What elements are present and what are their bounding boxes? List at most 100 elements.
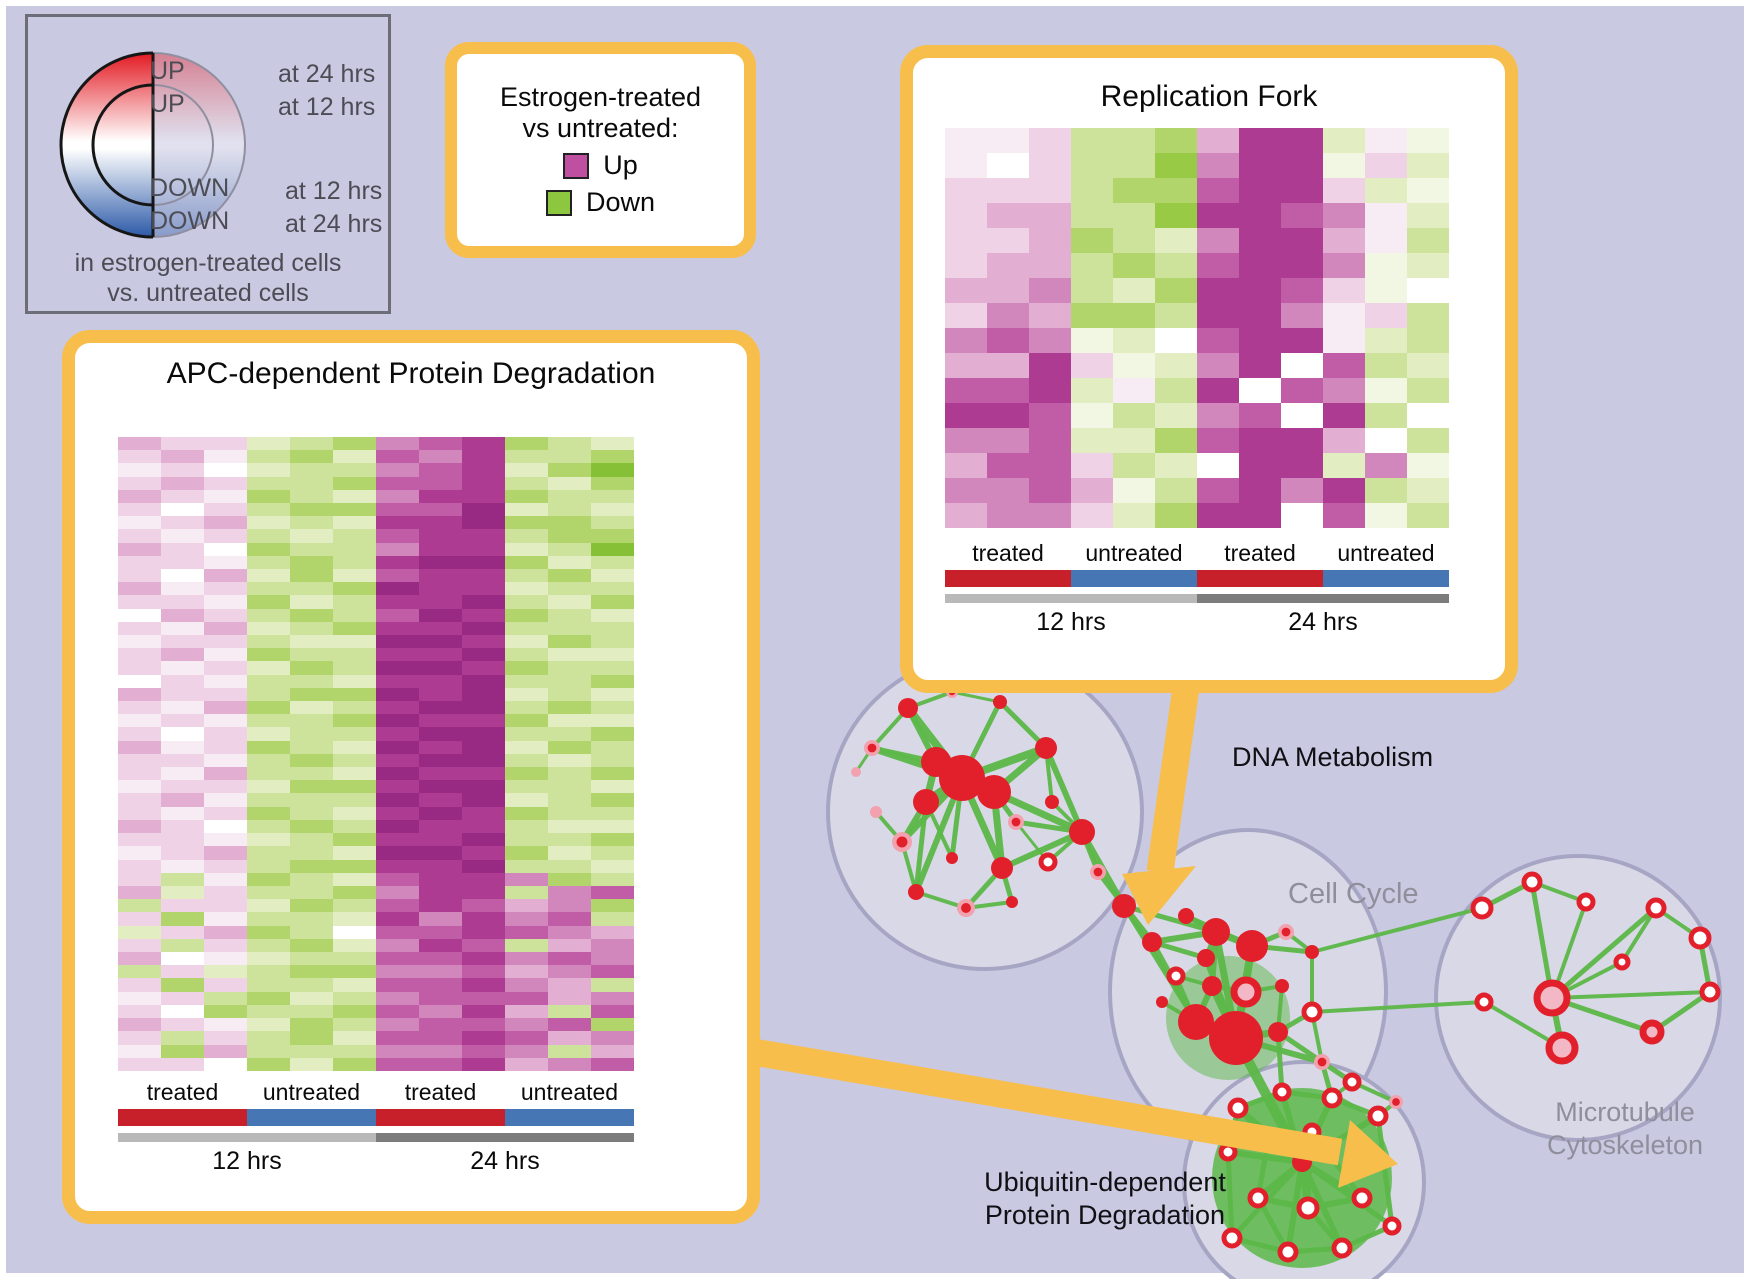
heatmap-cell (591, 687, 634, 702)
replication-fork-heatmap (945, 128, 1449, 528)
heatmap-cell (333, 635, 376, 649)
heatmap-cell (290, 938, 333, 953)
heatmap-cell (247, 806, 290, 820)
heatmap-cell (161, 582, 204, 596)
network-node (1321, 1087, 1343, 1109)
time-label: 24 hrs (470, 1147, 540, 1175)
heatmap-cell (987, 178, 1029, 203)
network-node (1112, 894, 1136, 918)
heatmap-cell (945, 303, 987, 328)
heatmap-cell (1281, 253, 1323, 278)
network-node (1277, 1241, 1299, 1263)
heatmap-cell (1239, 253, 1281, 278)
heatmap-cell (419, 503, 462, 517)
heatmap-cell (118, 714, 161, 728)
heatmap-cell (505, 740, 548, 754)
heatmap-cell (161, 489, 204, 504)
apc-time-labels: 12 hrs 24 hrs (118, 1147, 634, 1176)
heatmap-cell (945, 128, 987, 153)
heatmap-cell (1029, 378, 1071, 403)
heatmap-cell (333, 806, 376, 820)
heatmap-cell (333, 846, 376, 860)
heatmap-cell (333, 714, 376, 728)
heatmap-cell (505, 582, 548, 596)
heatmap-cell (987, 328, 1029, 353)
heatmap-cell (118, 516, 161, 530)
heatmap-cell (462, 1044, 505, 1058)
heatmap-cell (333, 463, 376, 477)
heatmap-cell (290, 516, 333, 530)
heatmap-cell (1071, 353, 1113, 378)
heatmap-cell (161, 859, 204, 873)
heatmap-cell (1071, 153, 1113, 178)
heatmap-cell (505, 925, 548, 939)
heatmap-cell (118, 806, 161, 820)
heatmap-cell (1407, 478, 1449, 503)
heatmap-cell (1197, 153, 1239, 178)
heatmap-cell (548, 780, 591, 794)
heatmap-cell (1281, 428, 1323, 453)
heatmap-cell (419, 885, 462, 900)
heatmap-cell (1239, 203, 1281, 228)
heatmap-cell (376, 569, 419, 583)
heatmap-cell (1197, 228, 1239, 253)
heatmap-cell (333, 965, 376, 979)
heatmap-cell (987, 203, 1029, 228)
heatmap-cell (419, 489, 462, 504)
heatmap-cell (1071, 128, 1113, 153)
heatmap-cell (987, 278, 1029, 303)
heatmap-cell (591, 1018, 634, 1032)
heatmap-cell (591, 1004, 634, 1019)
heatmap-cell (204, 516, 247, 530)
network-node (977, 775, 1011, 809)
heatmap-cell (1197, 128, 1239, 153)
heatmap-cell (987, 503, 1029, 528)
heatmap-cell (118, 648, 161, 662)
heatmap-cell (376, 885, 419, 900)
heatmap-cell (462, 912, 505, 926)
heatmap-cell (1323, 228, 1365, 253)
heatmap-cell (591, 819, 634, 834)
heatmap-cell (419, 819, 462, 834)
heatmap-cell (333, 753, 376, 768)
apc-condition-bar (118, 1109, 634, 1126)
network-node (1545, 1031, 1579, 1065)
microtubule-label-line1: Microtubule (1555, 1097, 1695, 1127)
heatmap-cell (333, 925, 376, 939)
heatmap-cell (1197, 353, 1239, 378)
heatmap-cell (290, 780, 333, 794)
heatmap-cell (1155, 278, 1197, 303)
heatmap-cell (290, 542, 333, 556)
heatmap-cell (290, 753, 333, 768)
cell-cycle-label: Cell Cycle (1288, 878, 1419, 910)
apc-time-bar (118, 1133, 634, 1142)
condition-bar-segment (376, 1109, 505, 1126)
heatmap-cell (945, 428, 987, 453)
network-node (1045, 795, 1059, 809)
heatmap-cell (462, 621, 505, 636)
network-node-core (1011, 817, 1021, 827)
network-node (1533, 979, 1571, 1017)
heatmap-cell (247, 661, 290, 675)
network-node (1382, 1216, 1402, 1236)
heatmap-cell (333, 674, 376, 688)
heatmap-cell (247, 938, 290, 953)
heatmap-cell (1071, 503, 1113, 528)
heatmap-cell (1029, 153, 1071, 178)
heatmap-cell (505, 542, 548, 556)
heatmap-cell (548, 1004, 591, 1019)
heatmap-cell (118, 582, 161, 596)
heatmap-cell (1407, 153, 1449, 178)
heatmap-cell (290, 714, 333, 728)
heatmap-cell (161, 965, 204, 979)
heatmap-cell (1239, 503, 1281, 528)
heatmap-cell (118, 529, 161, 543)
heatmap-cell (247, 780, 290, 794)
heatmap-cell (505, 555, 548, 570)
heatmap-cell (333, 503, 376, 517)
heatmap-cell (1281, 453, 1323, 478)
heatmap-cell (1197, 403, 1239, 428)
heatmap-cell (376, 806, 419, 820)
heatmap-cell (204, 740, 247, 754)
